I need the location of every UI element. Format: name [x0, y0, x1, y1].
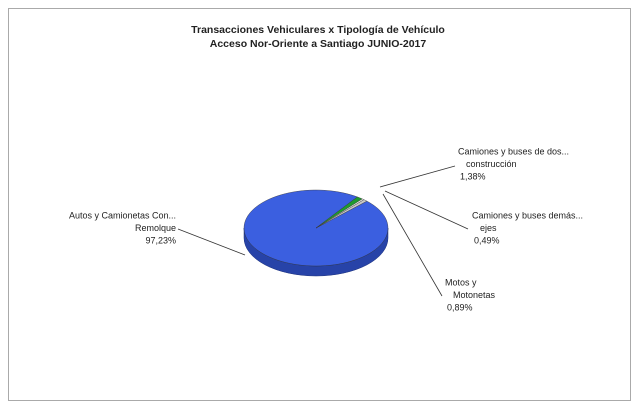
chart-title: Acceso Nor-Oriente a Santiago JUNIO-2017 — [210, 38, 427, 50]
slice-label: Camiones y buses de dos... — [458, 146, 569, 156]
leader-line — [382, 193, 443, 297]
value-label: 97,23% — [145, 235, 176, 245]
slice-label: Camiones y buses demás... — [472, 210, 583, 220]
slice-label: construcción — [466, 159, 517, 169]
value-label: 0,49% — [474, 235, 500, 245]
slice-label: Motos y — [445, 277, 477, 287]
slice-label: ejes — [480, 223, 497, 233]
value-label: 1,38% — [460, 171, 486, 181]
value-label: 0,89% — [447, 302, 473, 312]
slice-label: Autos y Camionetas Con... — [69, 210, 176, 220]
leader-line — [177, 228, 246, 256]
leader-line — [384, 190, 469, 230]
slice-label: Motonetas — [453, 290, 496, 300]
leader-line — [379, 165, 456, 188]
pie-slice — [315, 199, 368, 229]
slice-label: Remolque — [135, 223, 176, 233]
chart-title: Transacciones Vehiculares x Tipología de… — [191, 24, 445, 36]
